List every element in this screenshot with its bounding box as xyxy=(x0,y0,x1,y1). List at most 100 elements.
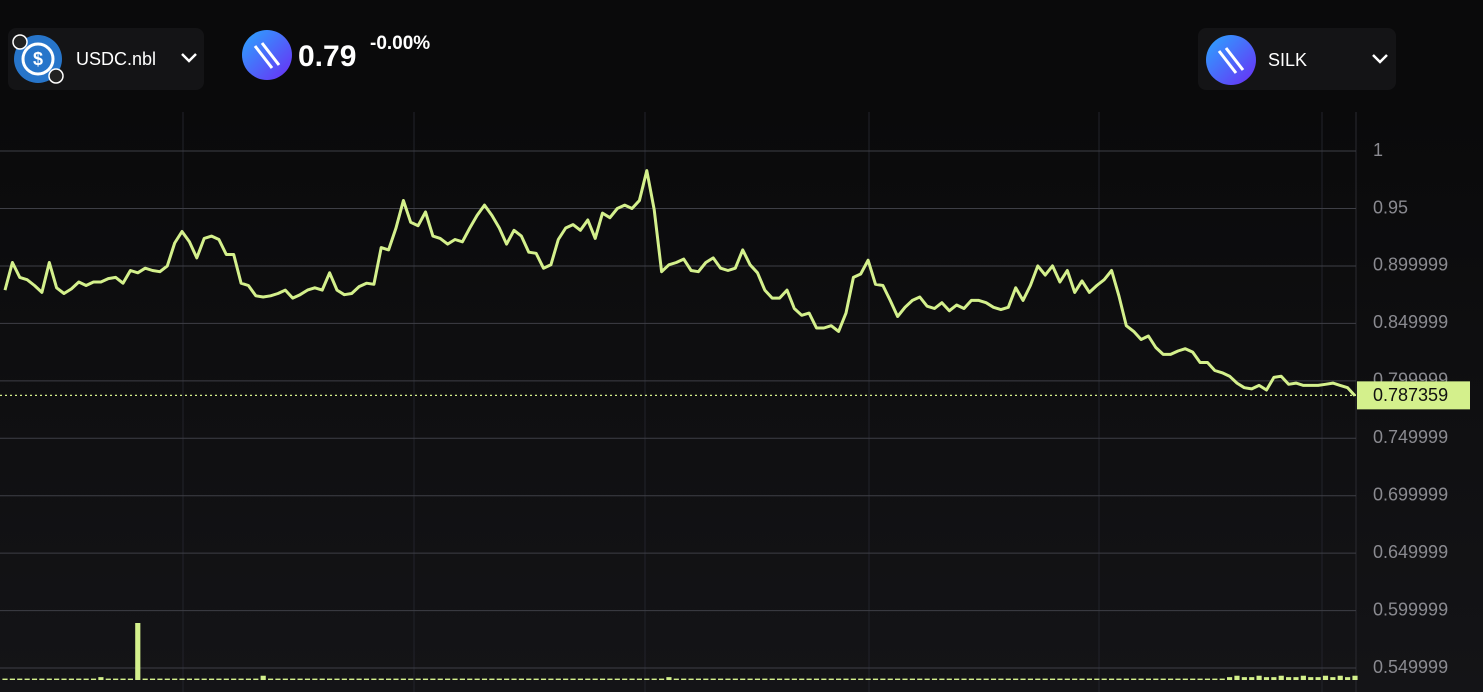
price-change: -0.00% xyxy=(370,33,430,54)
token-icon-mark xyxy=(1217,47,1245,74)
badge xyxy=(48,68,64,84)
volume-bar xyxy=(245,678,252,680)
volume-bar xyxy=(1271,677,1277,680)
volume-bar xyxy=(931,678,938,680)
volume-bar xyxy=(1234,675,1240,680)
volume-bar xyxy=(732,678,738,680)
price: 0.79 xyxy=(298,40,356,73)
volume-bar xyxy=(1094,678,1100,680)
volume-bar xyxy=(1308,677,1314,680)
volume-bar xyxy=(98,677,104,680)
badge xyxy=(12,34,28,50)
volume-bar xyxy=(688,678,694,680)
volume-bar xyxy=(518,678,524,680)
volume-bar xyxy=(216,678,222,680)
volume-bar xyxy=(1027,678,1033,680)
volume-bar xyxy=(1249,677,1255,680)
volume-bar xyxy=(393,678,399,680)
volume-bar xyxy=(319,678,325,680)
volume-bar xyxy=(31,678,38,680)
volume-bar xyxy=(917,678,923,680)
volume-bar xyxy=(149,678,156,680)
volume-bar xyxy=(563,678,569,680)
volume-bar xyxy=(1182,678,1188,680)
volume-bar xyxy=(961,678,967,680)
volume-bar xyxy=(157,678,163,680)
volume-bar xyxy=(769,678,775,680)
base-token-select[interactable]: $ USDC.nbl xyxy=(8,28,204,90)
y-tick-label: 0.899999 xyxy=(1373,255,1448,275)
volume-bar xyxy=(865,678,871,680)
volume-bar xyxy=(39,678,45,680)
volume-bar xyxy=(2,678,8,680)
volume-bar xyxy=(9,678,15,680)
volume-bar xyxy=(127,678,133,680)
volume-bar xyxy=(186,678,193,680)
volume-bar xyxy=(526,678,532,680)
volume-bar xyxy=(1145,678,1152,680)
volume-bar xyxy=(658,678,665,680)
volume-bar xyxy=(1256,675,1262,680)
volume-bar xyxy=(607,678,613,680)
volume-bar xyxy=(1020,678,1026,680)
volume-bar xyxy=(327,678,333,680)
volume-bar xyxy=(540,678,547,680)
volume-bar xyxy=(644,678,650,680)
volume-bar xyxy=(76,678,82,680)
volume-bar xyxy=(806,678,812,680)
chevron xyxy=(1372,54,1388,64)
volume-bar xyxy=(496,678,502,680)
y-tick-label: 0.749999 xyxy=(1373,427,1448,447)
volume-bar xyxy=(1345,677,1351,680)
volume-bar xyxy=(695,678,702,680)
volume-bar xyxy=(1153,678,1159,680)
volume-bar xyxy=(946,678,952,680)
volume-bar xyxy=(998,678,1004,680)
volume-bar xyxy=(1337,675,1343,680)
volume-bar xyxy=(1204,678,1211,680)
price-icon-mark xyxy=(253,42,281,69)
y-tick-label: 0.849999 xyxy=(1373,312,1448,332)
volume-bar xyxy=(1116,678,1122,680)
volume-bar xyxy=(452,678,458,680)
volume-bar xyxy=(1263,677,1270,680)
y-tick-label: 0.649999 xyxy=(1373,542,1448,562)
volume-bar xyxy=(1138,678,1144,680)
volume-bar xyxy=(1131,678,1137,680)
volume-bar xyxy=(1123,678,1129,680)
volume-bar xyxy=(880,678,886,680)
volume-bar xyxy=(24,678,30,680)
volume-bar xyxy=(46,678,52,680)
volume-bar xyxy=(703,678,709,680)
volume-bar xyxy=(799,678,805,680)
volume-bar xyxy=(821,678,827,680)
volume-bar xyxy=(445,678,451,680)
volume-bar xyxy=(791,678,797,680)
volume-bar xyxy=(1108,678,1115,680)
volume-bar xyxy=(297,678,303,680)
last-price-box xyxy=(1357,381,1470,410)
volume-bar xyxy=(275,678,281,680)
quote-token-select[interactable]: SILK xyxy=(1198,28,1396,90)
volume-bar xyxy=(105,678,111,680)
volume-bar xyxy=(1293,677,1299,680)
volume-bar xyxy=(164,678,170,680)
volume-bar xyxy=(754,678,761,680)
volume-bar xyxy=(850,678,856,680)
volume-bar xyxy=(61,678,67,680)
volume-bar xyxy=(843,678,849,680)
volume-bar xyxy=(895,678,901,680)
volume-bar xyxy=(371,678,377,680)
volume-bar xyxy=(983,678,989,680)
volume-bar xyxy=(710,678,716,680)
volume-bar xyxy=(747,678,753,680)
volume-bar xyxy=(1315,677,1321,680)
volume-bar xyxy=(1352,675,1358,680)
volume-bar xyxy=(68,678,74,680)
volume-bar xyxy=(1197,678,1203,680)
volume-bar xyxy=(341,678,347,680)
volume-bar xyxy=(1167,678,1174,680)
token-name: SILK xyxy=(1268,50,1307,70)
volume-bar xyxy=(349,678,355,680)
